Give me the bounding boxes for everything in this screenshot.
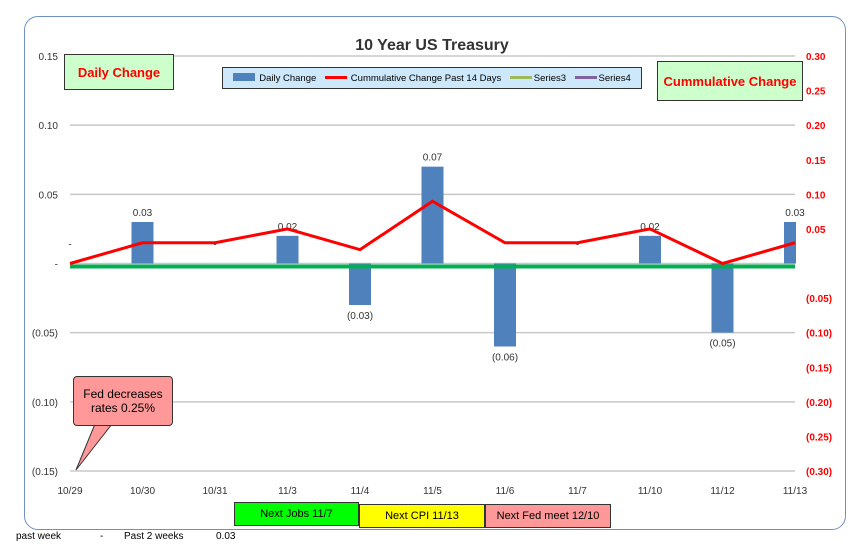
x-axis-tick: 11/4 [351, 486, 370, 497]
bar-daily-change [349, 263, 371, 305]
data-label: - [68, 240, 71, 251]
bar-daily-change [639, 235, 661, 264]
data-label: (0.03) [347, 311, 373, 322]
left-axis-tick: (0.05) [32, 329, 58, 340]
legend-label: Cummulative Change Past 14 Days [350, 72, 502, 84]
right-axis-tick: (0.20) [806, 398, 832, 409]
data-label: 0.02 [278, 222, 298, 233]
next-cpi-box: Next CPI 11/13 [359, 504, 485, 528]
cumulative-change-title-box: Cummulative Change [657, 61, 803, 101]
next-jobs-label: Next Jobs 11/7 [260, 508, 333, 520]
right-axis-tick: (0.10) [806, 329, 832, 340]
data-label: 0.03 [785, 208, 805, 219]
right-axis-tick: (0.15) [806, 363, 832, 374]
chart-title: 10 Year US Treasury [355, 37, 509, 54]
x-axis-tick: 11/7 [568, 486, 587, 497]
right-axis-tick: 0.10 [806, 190, 826, 201]
left-axis-tick: 0.05 [39, 190, 59, 201]
data-label: - [213, 240, 216, 251]
daily-change-title-box: Daily Change [64, 54, 174, 90]
cumulative-change-line [69, 199, 796, 266]
next-fed-box: Next Fed meet 12/10 [485, 504, 611, 528]
past-week-value: - [100, 531, 104, 542]
fed-callout: Fed decreases rates 0.25% [73, 376, 173, 426]
x-axis-tick: 11/3 [278, 486, 297, 497]
x-axis-tick: 10/31 [202, 486, 227, 497]
left-axis-tick: - [55, 260, 58, 271]
data-label: (0.05) [709, 339, 735, 350]
right-axis-tick: 0.20 [806, 121, 826, 132]
left-axis-tick: 0.15 [39, 52, 59, 63]
bar-daily-change [421, 166, 444, 264]
bar-daily-change [711, 263, 734, 333]
data-label: 0.07 [423, 153, 443, 164]
right-axis-tick: 0.30 [806, 52, 826, 63]
x-axis-tick: 11/5 [423, 486, 442, 497]
x-axis-tick: 10/29 [57, 486, 82, 497]
left-axis-tick: 0.10 [39, 121, 59, 132]
past-2-weeks-value: 0.03 [216, 531, 236, 542]
right-axis-tick: 0.05 [806, 225, 826, 236]
bar-daily-change [276, 235, 299, 264]
right-axis-tick: 0.15 [806, 156, 826, 167]
cumulative-change-title: Cummulative Change [663, 73, 797, 89]
next-fed-label: Next Fed meet 12/10 [496, 510, 600, 522]
past-week-label: past week [16, 531, 62, 542]
x-axis-tick: 11/12 [710, 486, 735, 497]
legend: Daily Change Cummulative Change Past 14 … [222, 67, 642, 89]
legend-label: Daily Change [259, 72, 317, 84]
callout-text: Fed decreases rates 0.25% [83, 387, 163, 415]
left-axis-tick: (0.10) [32, 398, 58, 409]
legend-label: Series3 [533, 72, 567, 84]
past-2-weeks-label: Past 2 weeks [124, 531, 184, 542]
legend-daily-change: Daily Change [233, 72, 317, 84]
right-axis-tick: 0.25 [806, 87, 826, 98]
legend-label: Series4 [598, 72, 631, 84]
daily-change-title: Daily Change [77, 64, 161, 80]
next-jobs-box: Next Jobs 11/7 [234, 502, 359, 526]
data-label: (0.06) [492, 353, 518, 364]
next-cpi-label: Next CPI 11/13 [385, 510, 459, 522]
left-axis-tick: (0.15) [32, 467, 58, 478]
x-axis-tick: 10/30 [130, 486, 155, 497]
x-axis-tick: 11/10 [638, 486, 663, 497]
x-axis-tick: 11/6 [496, 486, 515, 497]
data-label: 0.03 [133, 208, 153, 219]
right-axis-tick: (0.05) [806, 294, 832, 305]
right-axis-tick: (0.30) [806, 467, 832, 478]
x-axis-tick: 11/13 [783, 486, 808, 497]
legend-series4: Series4 [574, 72, 631, 84]
legend-series3: Series3 [509, 72, 567, 84]
bar-daily-change [494, 263, 516, 347]
legend-cumulative-change: Cummulative Change Past 14 Days [324, 72, 502, 84]
data-label: - [576, 240, 579, 251]
right-axis-tick: (0.25) [806, 432, 832, 443]
data-label: 0.02 [640, 222, 660, 233]
